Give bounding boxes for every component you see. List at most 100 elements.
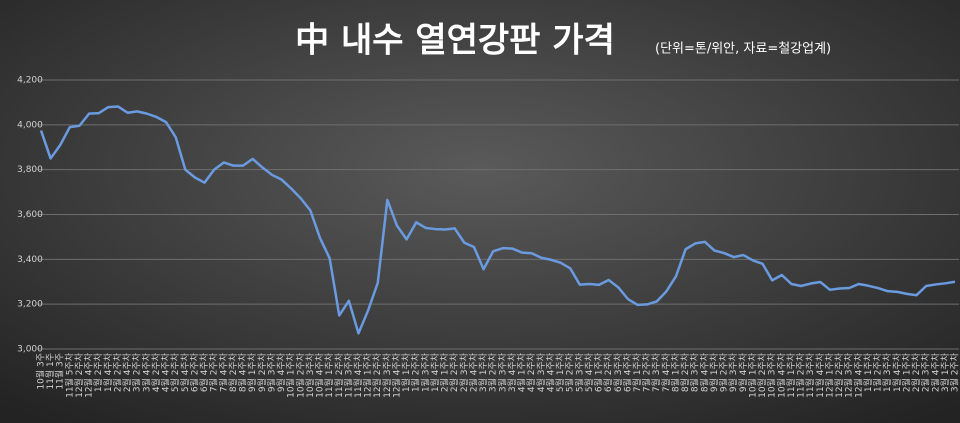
x-tick-label: 11월 4주차 [352, 352, 364, 398]
x-tick-label: 1월 2주차 [92, 352, 104, 392]
x-tick-label: 1월 4주차 [429, 352, 441, 392]
x-tick-label: 12월 2주차 [371, 352, 383, 398]
x-tick-label: 7월 3주차 [650, 352, 662, 392]
x-tick-label: 2월 2주차 [910, 352, 922, 392]
x-tick-label: 12월 4주차 [390, 352, 402, 398]
y-tick-label: 3,600 [17, 210, 43, 220]
x-tick-label: 2월 1주차 [900, 352, 912, 392]
x-tick-label: 7월 2주차 [641, 352, 653, 392]
x-tick-label: 1월 4주차 [102, 352, 114, 392]
x-tick-label: 10월 3주차 [766, 352, 778, 398]
x-tick-label: 3월 3주차 [496, 352, 508, 392]
x-tick-label: 11월 2주차 [333, 352, 345, 398]
x-tick-label: 8월 4주차 [237, 352, 249, 392]
x-tick-label: 7월 1주차 [631, 352, 643, 392]
x-tick-label: 6월 1주차 [593, 352, 605, 392]
x-tick-label: 6월 4주차 [621, 352, 633, 392]
x-tick-label: 7월 4주차 [660, 352, 672, 392]
chart-title: 中 내수 열연강판 가격 [295, 21, 615, 61]
x-tick-label: 7월 4주차 [217, 352, 229, 392]
x-tick-label: 12월 2주차 [73, 352, 85, 398]
x-tick-label: 12월 3주차 [381, 352, 393, 398]
x-tick-label: 11월 3주차 [804, 352, 816, 398]
x-tick-label: 9월 3주차 [727, 352, 739, 392]
x-tick-label: 11월 3주차 [342, 352, 354, 398]
y-tick-label: 3,000 [17, 345, 43, 355]
x-tick-label: 6월 3주차 [612, 352, 624, 392]
x-tick-label: 1월 3주차 [881, 352, 893, 392]
x-tick-label: 4월 4주차 [544, 352, 556, 392]
x-tick-label: 2월 2주차 [448, 352, 460, 392]
y-tick-label: 4,000 [17, 120, 43, 130]
x-tick-label: 3월 2주차 [131, 352, 143, 392]
x-tick-label: 9월 2주차 [256, 352, 268, 392]
x-tick-label: 2월 2주차 [111, 352, 123, 392]
x-tick-label: 6월 4주차 [198, 352, 210, 392]
x-tick-label: 5월 1주차 [554, 352, 566, 392]
x-tick-label: 11월 5주차 [63, 352, 75, 398]
x-tick-label: 11월 2주차 [795, 352, 807, 398]
x-tick-label: 3월 1주차 [477, 352, 489, 392]
x-tick-label: 11월 1주차 [785, 352, 797, 398]
x-tick-label: 1월 3주차 [419, 352, 431, 392]
x-tick-label: 9월 2주차 [718, 352, 730, 392]
x-tick-label: 10월 4주차 [314, 352, 326, 398]
x-tick-label: 8월 2주차 [227, 352, 239, 392]
x-tick-label: 2월 1주차 [439, 352, 451, 392]
x-tick-label: 11월 1주 [44, 353, 56, 390]
x-tick-label: 6월 2주차 [602, 352, 614, 392]
x-tick-label: 2월 3주차 [458, 352, 470, 392]
x-tick-label: 3월 1주차 [939, 352, 951, 392]
chart-subtitle: (단위=톤/위안, 자료=철강업계) [655, 42, 831, 57]
x-tick-label: 10월 2주차 [294, 352, 306, 398]
x-tick-label: 4월 3주차 [535, 352, 547, 392]
x-tick-label: 10월 2주차 [756, 352, 768, 398]
x-tick-label: 11월 3주 [54, 353, 66, 390]
x-tick-label: 7월 2주차 [208, 352, 220, 392]
y-tick-label: 4,200 [17, 76, 43, 86]
x-tick-label: 3월 4주차 [506, 352, 518, 392]
x-tick-label: 10월 3주 [35, 353, 47, 390]
x-tick-label: 1월 4주차 [891, 352, 903, 392]
x-tick-label: 12월 1주차 [823, 352, 835, 398]
x-tick-label: 12월 4주차 [852, 352, 864, 398]
x-tick-label: 9월 4주차 [275, 352, 287, 392]
data-line [39, 105, 956, 335]
x-tick-label: 12월 3주차 [843, 352, 855, 398]
x-tick-label: 5월 2주차 [169, 352, 181, 392]
x-tick-label: 11월 4주차 [814, 352, 826, 398]
x-tick-label: 2월 4주차 [929, 352, 941, 392]
x-tick-label: 11월 1주차 [323, 352, 335, 398]
x-tick-label: 3월 2주차 [949, 352, 960, 392]
x-tick-label: 9월 3주차 [265, 352, 277, 392]
x-tick-label: 8월 4주차 [698, 352, 710, 392]
x-tick-label: 1월 2주차 [410, 352, 422, 392]
x-tick-label: 5월 3주차 [573, 352, 585, 392]
x-tick-label: 9월 1주차 [708, 352, 720, 392]
x-tick-label: 8월 1주차 [669, 352, 681, 392]
x-tick-label: 10월 1주차 [746, 352, 758, 398]
x-tick-label: 4월 4주차 [160, 352, 172, 392]
x-tick-label: 8월 3주차 [689, 352, 701, 392]
y-tick-label: 3,200 [17, 300, 43, 310]
x-tick-label: 12월 4주차 [83, 352, 95, 398]
x-tick-label: 9월 1주차 [246, 352, 258, 392]
x-tick-label: 8월 2주차 [679, 352, 691, 392]
x-tick-label: 12월 1주차 [362, 352, 374, 398]
x-tick-label: 2월 4주차 [121, 352, 133, 392]
x-tick-label: 5월 2주차 [564, 352, 576, 392]
x-tick-label: 9월 4주차 [737, 352, 749, 392]
x-tick-label: 1월 2주차 [872, 352, 884, 392]
x-tick-label: 1월 1주차 [862, 352, 874, 392]
x-tick-label: 10월 1주차 [285, 352, 297, 398]
x-tick-label: 1월 1주차 [400, 352, 412, 392]
x-tick-label: 5월 4주차 [583, 352, 595, 392]
x-tick-label: 4월 2주차 [525, 352, 537, 392]
x-tick-label: 10월 4주차 [775, 352, 787, 398]
x-tick-label: 6월 2주차 [188, 352, 200, 392]
x-tick-label: 4월 2주차 [150, 352, 162, 392]
y-tick-label: 3,800 [17, 165, 43, 175]
